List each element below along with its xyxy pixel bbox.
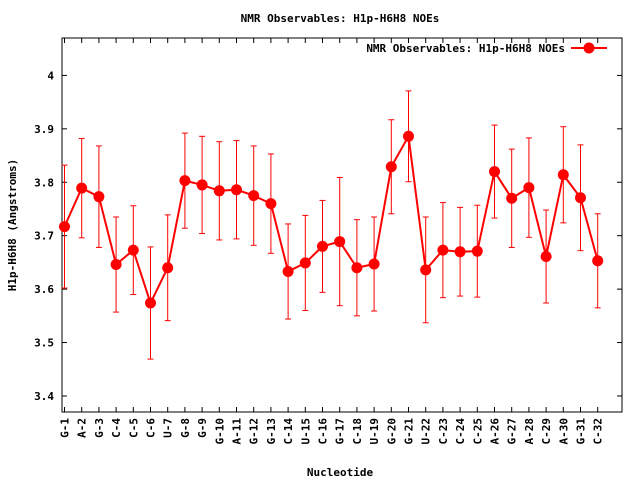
series-segment [63, 187, 83, 228]
x-tick-label: A-28 [523, 418, 536, 445]
x-tick-label: A-2 [76, 418, 89, 438]
data-point [93, 191, 105, 203]
data-point [317, 240, 328, 252]
data-point [592, 255, 604, 267]
data-point [334, 236, 346, 248]
data-point [351, 262, 363, 274]
x-tick-label: C-6 [145, 418, 158, 438]
x-tick-label: G-20 [385, 418, 398, 445]
data-point [368, 258, 380, 270]
data-point [420, 264, 432, 276]
data-point [506, 192, 518, 204]
y-tick-label: 3.6 [34, 283, 54, 296]
x-axis: G-1 A-2 G-3 C-4 C-5 C-6 U-7 G-8 G-9 G-10 A-11 G-12 G… [59, 38, 605, 445]
data-point [385, 161, 397, 173]
x-tick-label: G-3 [93, 418, 106, 438]
x-tick-label: C-14 [282, 418, 295, 445]
data-point [110, 259, 122, 271]
data-point [489, 166, 500, 178]
x-tick-label: C-5 [127, 418, 140, 438]
x-tick-label: A-11 [231, 418, 244, 445]
data-point [282, 265, 294, 277]
x-tick-label: G-21 [403, 418, 416, 445]
data-point [248, 190, 260, 202]
data-point [454, 246, 466, 258]
x-tick-label: C-32 [592, 418, 605, 445]
x-tick-label: C-16 [317, 418, 330, 445]
x-tick-label: A-30 [557, 418, 570, 445]
data-point [145, 297, 156, 309]
series-segment [269, 203, 290, 272]
x-tick-label: G-12 [248, 418, 261, 445]
x-tick-label: U-7 [162, 418, 175, 438]
series-layer [59, 90, 604, 360]
x-tick-label: G-10 [213, 418, 226, 445]
series-segment [373, 166, 393, 265]
x-tick-label: G-13 [265, 418, 278, 445]
x-tick-label: C-4 [110, 418, 123, 438]
data-point [265, 198, 277, 210]
x-tick-label: G-17 [334, 418, 347, 445]
x-tick-label: A-26 [489, 418, 502, 445]
series-segment [149, 267, 169, 304]
data-point [523, 182, 535, 194]
y-axis-label: H1p-H6H8 (Angstroms) [6, 159, 19, 291]
x-tick-label: G-8 [179, 418, 192, 438]
y-tick-label: 3.7 [34, 230, 54, 243]
y-axis: 3.4 3.5 3.6 3.7 3.8 3.9 4 [34, 69, 622, 403]
x-axis-label: Nucleotide [307, 466, 374, 479]
data-point [575, 192, 586, 204]
data-point [557, 169, 569, 181]
data-point [299, 257, 311, 269]
legend-label: NMR Observables: H1p-H6H8 NOEs [366, 42, 565, 55]
series-segment [407, 136, 427, 271]
series-segment [527, 187, 548, 257]
series-segment [476, 171, 496, 252]
y-tick-label: 4 [47, 69, 54, 82]
data-point [471, 245, 483, 257]
series-segment [97, 196, 118, 265]
data-point [231, 184, 242, 196]
x-tick-label: U-22 [420, 418, 433, 445]
x-tick-label: G-27 [506, 418, 519, 445]
y-tick-label: 3.9 [34, 123, 54, 136]
data-point [437, 244, 449, 256]
series-segment [390, 135, 410, 168]
data-point [196, 179, 208, 191]
data-point [403, 130, 414, 142]
series-segment [132, 249, 152, 304]
chart-title: NMR Observables: H1p-H6H8 NOEs [241, 12, 440, 25]
data-point [127, 244, 139, 256]
data-point [162, 262, 174, 274]
series-segment [579, 197, 599, 262]
legend-marker [583, 42, 595, 54]
data-point [76, 182, 88, 194]
x-tick-label: U-15 [299, 418, 312, 445]
x-tick-label: U-19 [368, 418, 381, 445]
y-tick-label: 3.8 [34, 176, 54, 189]
y-tick-label: 3.4 [34, 390, 54, 403]
x-tick-label: C-23 [437, 418, 450, 445]
data-point [179, 175, 191, 187]
legend: NMR Observables: H1p-H6H8 NOEs [366, 42, 607, 55]
x-tick-label: G-1 [59, 418, 72, 438]
series-segment [166, 180, 186, 268]
x-tick-label: C-29 [540, 418, 553, 445]
x-tick-label: G-31 [575, 418, 588, 445]
y-tick-label: 3.5 [34, 337, 54, 350]
x-tick-label: C-24 [454, 418, 467, 445]
x-tick-label: C-18 [351, 418, 364, 445]
x-tick-label: G-9 [196, 418, 209, 438]
data-point [540, 251, 552, 263]
data-point [213, 185, 225, 197]
data-point [59, 221, 70, 233]
series-segment [545, 174, 565, 257]
x-tick-label: C-25 [471, 418, 484, 445]
